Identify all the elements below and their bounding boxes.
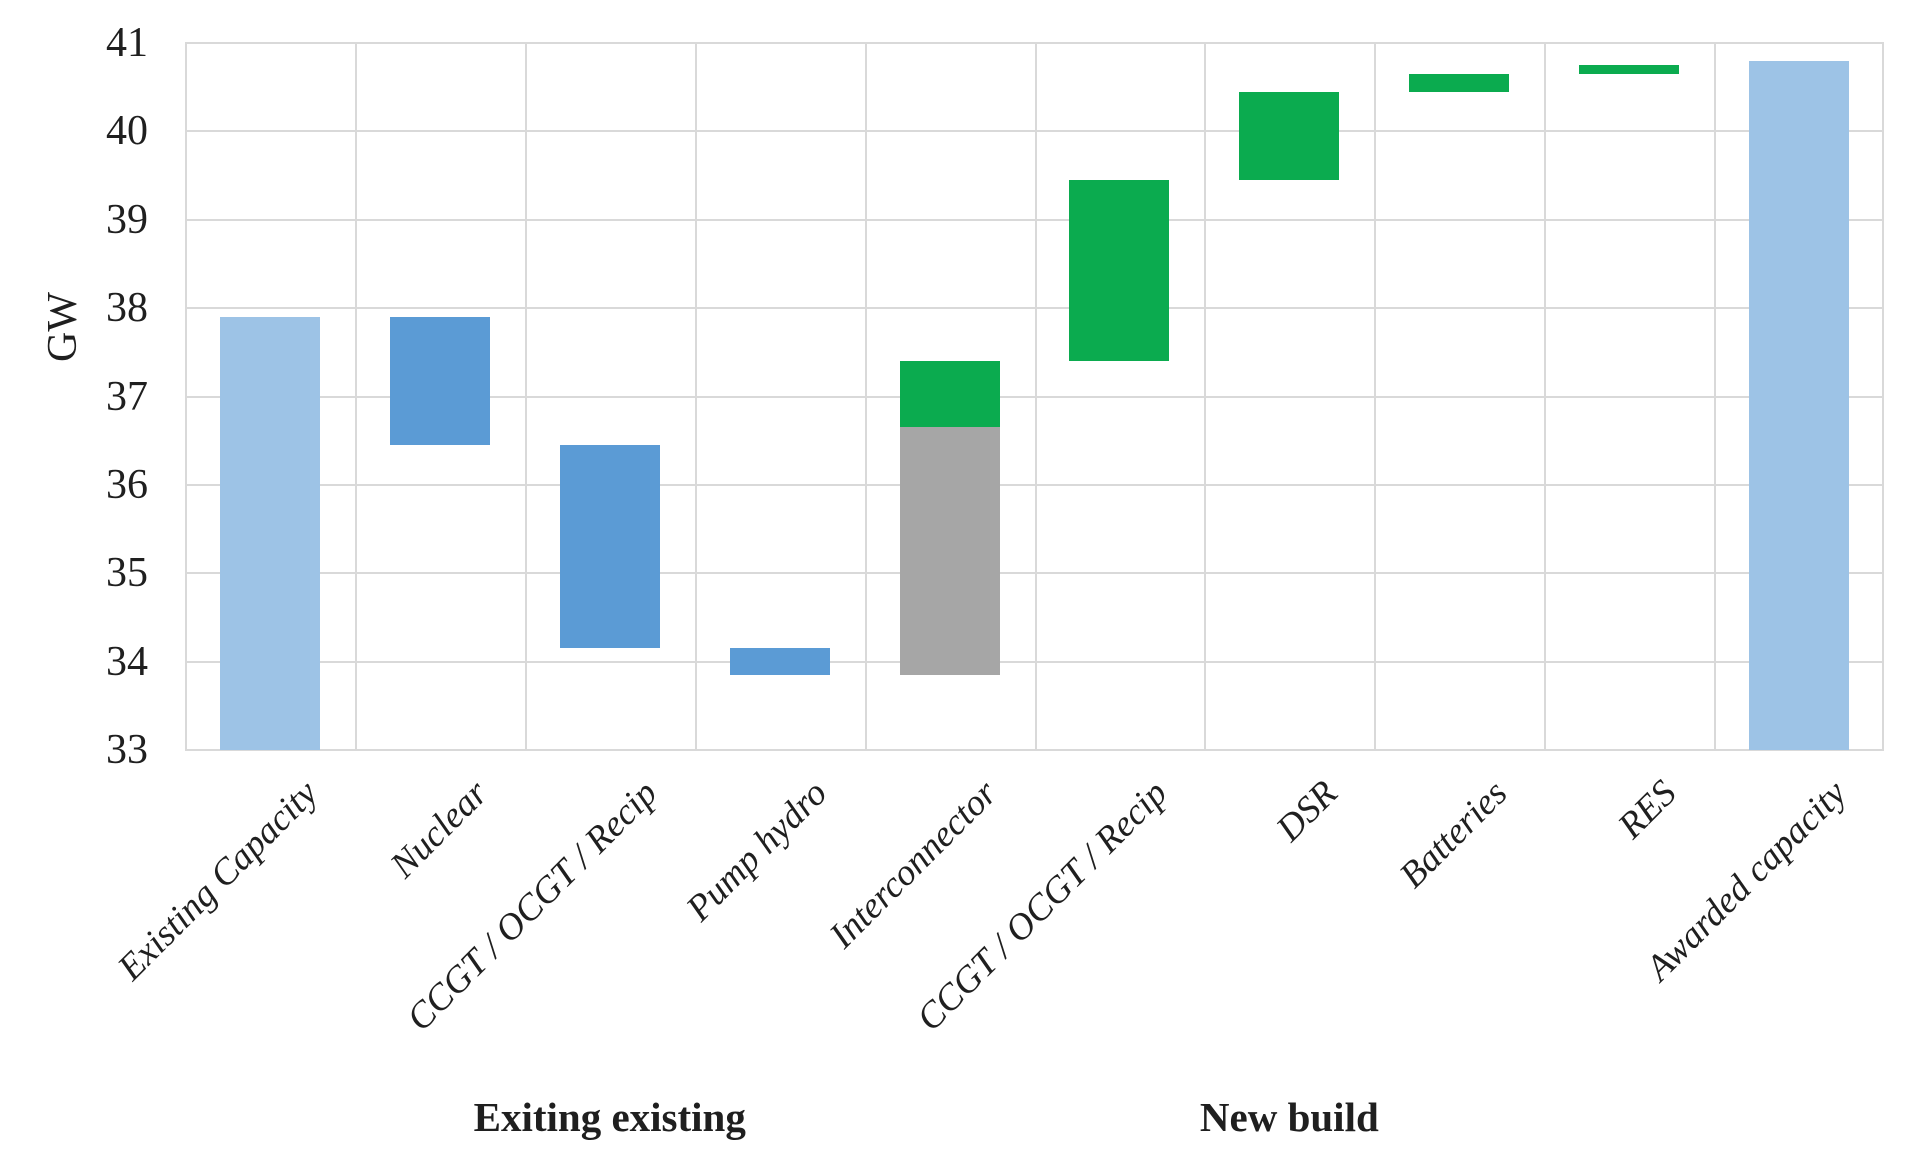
gridline-vertical [1034,43,1037,750]
bar-segment-batteries [1409,73,1510,92]
bar-segment-dsr [1239,91,1340,180]
x-tick-label: Pump hydro [678,772,836,930]
x-tick-label: Batteries [1391,772,1515,897]
bar-segment-interconnector [899,361,1000,428]
x-tick-label: Interconnector [821,772,1006,957]
x-tick-label: Existing Capacity [109,772,326,989]
y-tick-label: 41 [106,20,148,66]
bar-segment-existing-capacity [219,316,320,750]
bar-segment-ccgt-ocgt-recip [1069,179,1170,362]
group-label: Exiting existing [473,1094,746,1140]
gridline-vertical [694,43,697,750]
gridline-vertical [524,43,527,750]
bar-segment-awarded-capacity [1749,60,1850,750]
x-tick-label: DSR [1268,772,1346,850]
x-tick-label: Nuclear [382,772,496,886]
gridline-vertical [1374,43,1377,750]
plot-area [185,42,1884,751]
gridline-vertical [185,43,187,750]
y-tick-label: 37 [106,373,148,420]
y-tick-label: 39 [106,196,148,243]
y-tick-label: 35 [106,550,148,597]
y-tick-label: 40 [106,108,148,155]
y-tick-label: 33 [106,727,148,773]
y-tick-label: 36 [106,461,148,508]
gridline-vertical [1714,43,1717,750]
bar-segment-nuclear [389,316,490,446]
gridline-horizontal [185,749,1884,751]
gridline-vertical [1544,43,1547,750]
x-tick-label: RES [1610,772,1685,847]
bar-segment-res [1579,65,1680,74]
gridline-vertical [1204,43,1207,750]
gridline-vertical [1882,43,1884,750]
bar-segment-ccgt-ocgt-recip [559,445,660,649]
gridline-vertical [354,43,357,750]
y-tick-label: 34 [106,638,148,685]
gridline-vertical [864,43,867,750]
bar-segment-pump-hydro [729,648,830,675]
bar-segment-interconnector [899,427,1000,675]
group-label: New build [1199,1094,1379,1140]
y-tick-label: 38 [106,285,148,332]
